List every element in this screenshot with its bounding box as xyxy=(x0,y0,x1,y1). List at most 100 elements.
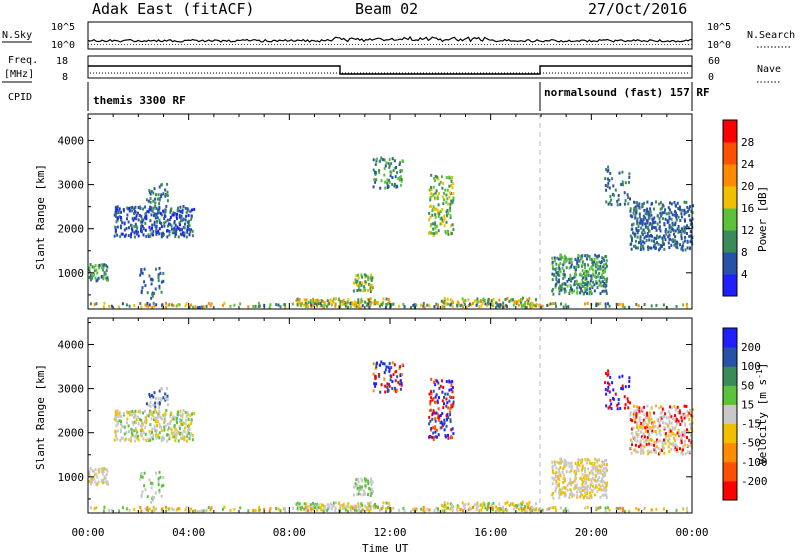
power-cell xyxy=(510,298,513,302)
velocity-cell xyxy=(357,486,359,490)
velocity-cell xyxy=(581,464,584,468)
power-cell xyxy=(381,158,384,162)
velocity-cell xyxy=(456,507,459,511)
power-cell xyxy=(434,213,437,217)
velocity-cell xyxy=(495,505,498,509)
velocity-cell xyxy=(689,409,691,413)
power-cell xyxy=(121,232,124,236)
power-cell xyxy=(603,258,606,262)
power-cell xyxy=(475,299,478,303)
power-cell xyxy=(135,217,138,221)
velocity-cell xyxy=(599,485,602,489)
power-cell xyxy=(103,263,106,267)
power-cell xyxy=(153,304,156,308)
power-cell xyxy=(394,175,397,179)
power-cell xyxy=(364,288,367,292)
velocity-cell xyxy=(117,413,120,417)
power-cell xyxy=(587,263,590,267)
velocity-cell xyxy=(397,381,400,384)
power-cell xyxy=(166,194,169,198)
velocity-cell xyxy=(584,490,587,494)
velocity-cell xyxy=(157,433,160,437)
velocity-cell xyxy=(581,473,584,477)
power-cell xyxy=(661,211,664,215)
velocity-cell xyxy=(563,494,566,498)
power-cell xyxy=(149,192,152,196)
velocity-cell xyxy=(665,436,668,440)
power-cell xyxy=(586,257,588,261)
power-cell xyxy=(160,193,163,197)
power-cell xyxy=(644,212,647,216)
velocity-cell xyxy=(663,426,666,430)
power-cell xyxy=(178,303,181,307)
power-cell xyxy=(372,185,375,189)
power-cell xyxy=(355,283,358,287)
velocity-cell xyxy=(602,475,605,479)
power-cell xyxy=(483,299,486,303)
power-cell xyxy=(371,276,374,280)
velocity-cell xyxy=(584,467,586,471)
power-cell xyxy=(160,280,163,284)
velocity-cell xyxy=(621,374,624,378)
power-cell xyxy=(436,212,439,215)
power-cell xyxy=(459,304,462,308)
power-cell xyxy=(177,206,179,210)
power-cell xyxy=(604,305,607,309)
velocity-cell xyxy=(498,509,501,513)
velocity-cell xyxy=(594,473,597,477)
velocity-cell xyxy=(668,450,671,453)
power-cell xyxy=(646,245,649,249)
velocity-cell xyxy=(686,409,689,413)
velocity-cell xyxy=(102,481,105,485)
velocity-cell xyxy=(428,415,431,419)
velocity-cell xyxy=(422,506,425,509)
velocity-cell xyxy=(590,488,593,492)
velocity-cell xyxy=(576,463,579,467)
velocity-cell xyxy=(558,467,560,471)
power-cell xyxy=(355,280,358,284)
power-cell xyxy=(125,303,128,307)
power-cell xyxy=(397,177,400,180)
velocity-cell xyxy=(592,466,595,470)
velocity-cell xyxy=(581,493,584,497)
power-cell xyxy=(659,229,662,233)
velocity-cell xyxy=(383,377,386,381)
power-cell xyxy=(642,240,644,244)
power-cell xyxy=(658,217,661,220)
power-cell xyxy=(680,232,683,236)
velocity-cell xyxy=(646,425,649,429)
velocity-cell xyxy=(661,448,663,452)
velocity-cell xyxy=(443,509,446,513)
power-cell xyxy=(605,289,608,293)
velocity-cell xyxy=(679,434,682,437)
velocity-cell xyxy=(683,404,686,408)
power-colorbar-tick: 8 xyxy=(741,246,748,259)
power-cell xyxy=(137,211,139,215)
velocity-cell xyxy=(186,434,189,438)
power-cell xyxy=(134,222,137,226)
velocity-cell xyxy=(492,501,495,505)
velocity-cell xyxy=(385,365,388,369)
power-cell xyxy=(552,292,555,296)
velocity-cell xyxy=(158,488,161,492)
velocity-cell xyxy=(573,469,576,473)
velocity-cell xyxy=(135,433,138,437)
velocity-cell xyxy=(258,505,260,509)
power-cell xyxy=(388,165,391,169)
power-cell xyxy=(194,305,197,309)
power-cell xyxy=(646,209,649,213)
velocity-cell xyxy=(626,397,629,401)
velocity-cell xyxy=(299,506,302,510)
power-colorbar-tick: 16 xyxy=(741,202,754,215)
power-cell xyxy=(569,257,572,261)
power-cell xyxy=(364,300,367,304)
power-cell xyxy=(102,277,105,281)
power-cell xyxy=(426,303,429,307)
velocity-cell xyxy=(674,425,677,429)
velocity-cell xyxy=(446,401,449,405)
velocity-cell xyxy=(305,502,308,506)
velocity-cell xyxy=(633,410,636,414)
velocity-cell xyxy=(383,362,386,366)
velocity-cell xyxy=(504,502,507,505)
power-cell xyxy=(100,266,103,270)
